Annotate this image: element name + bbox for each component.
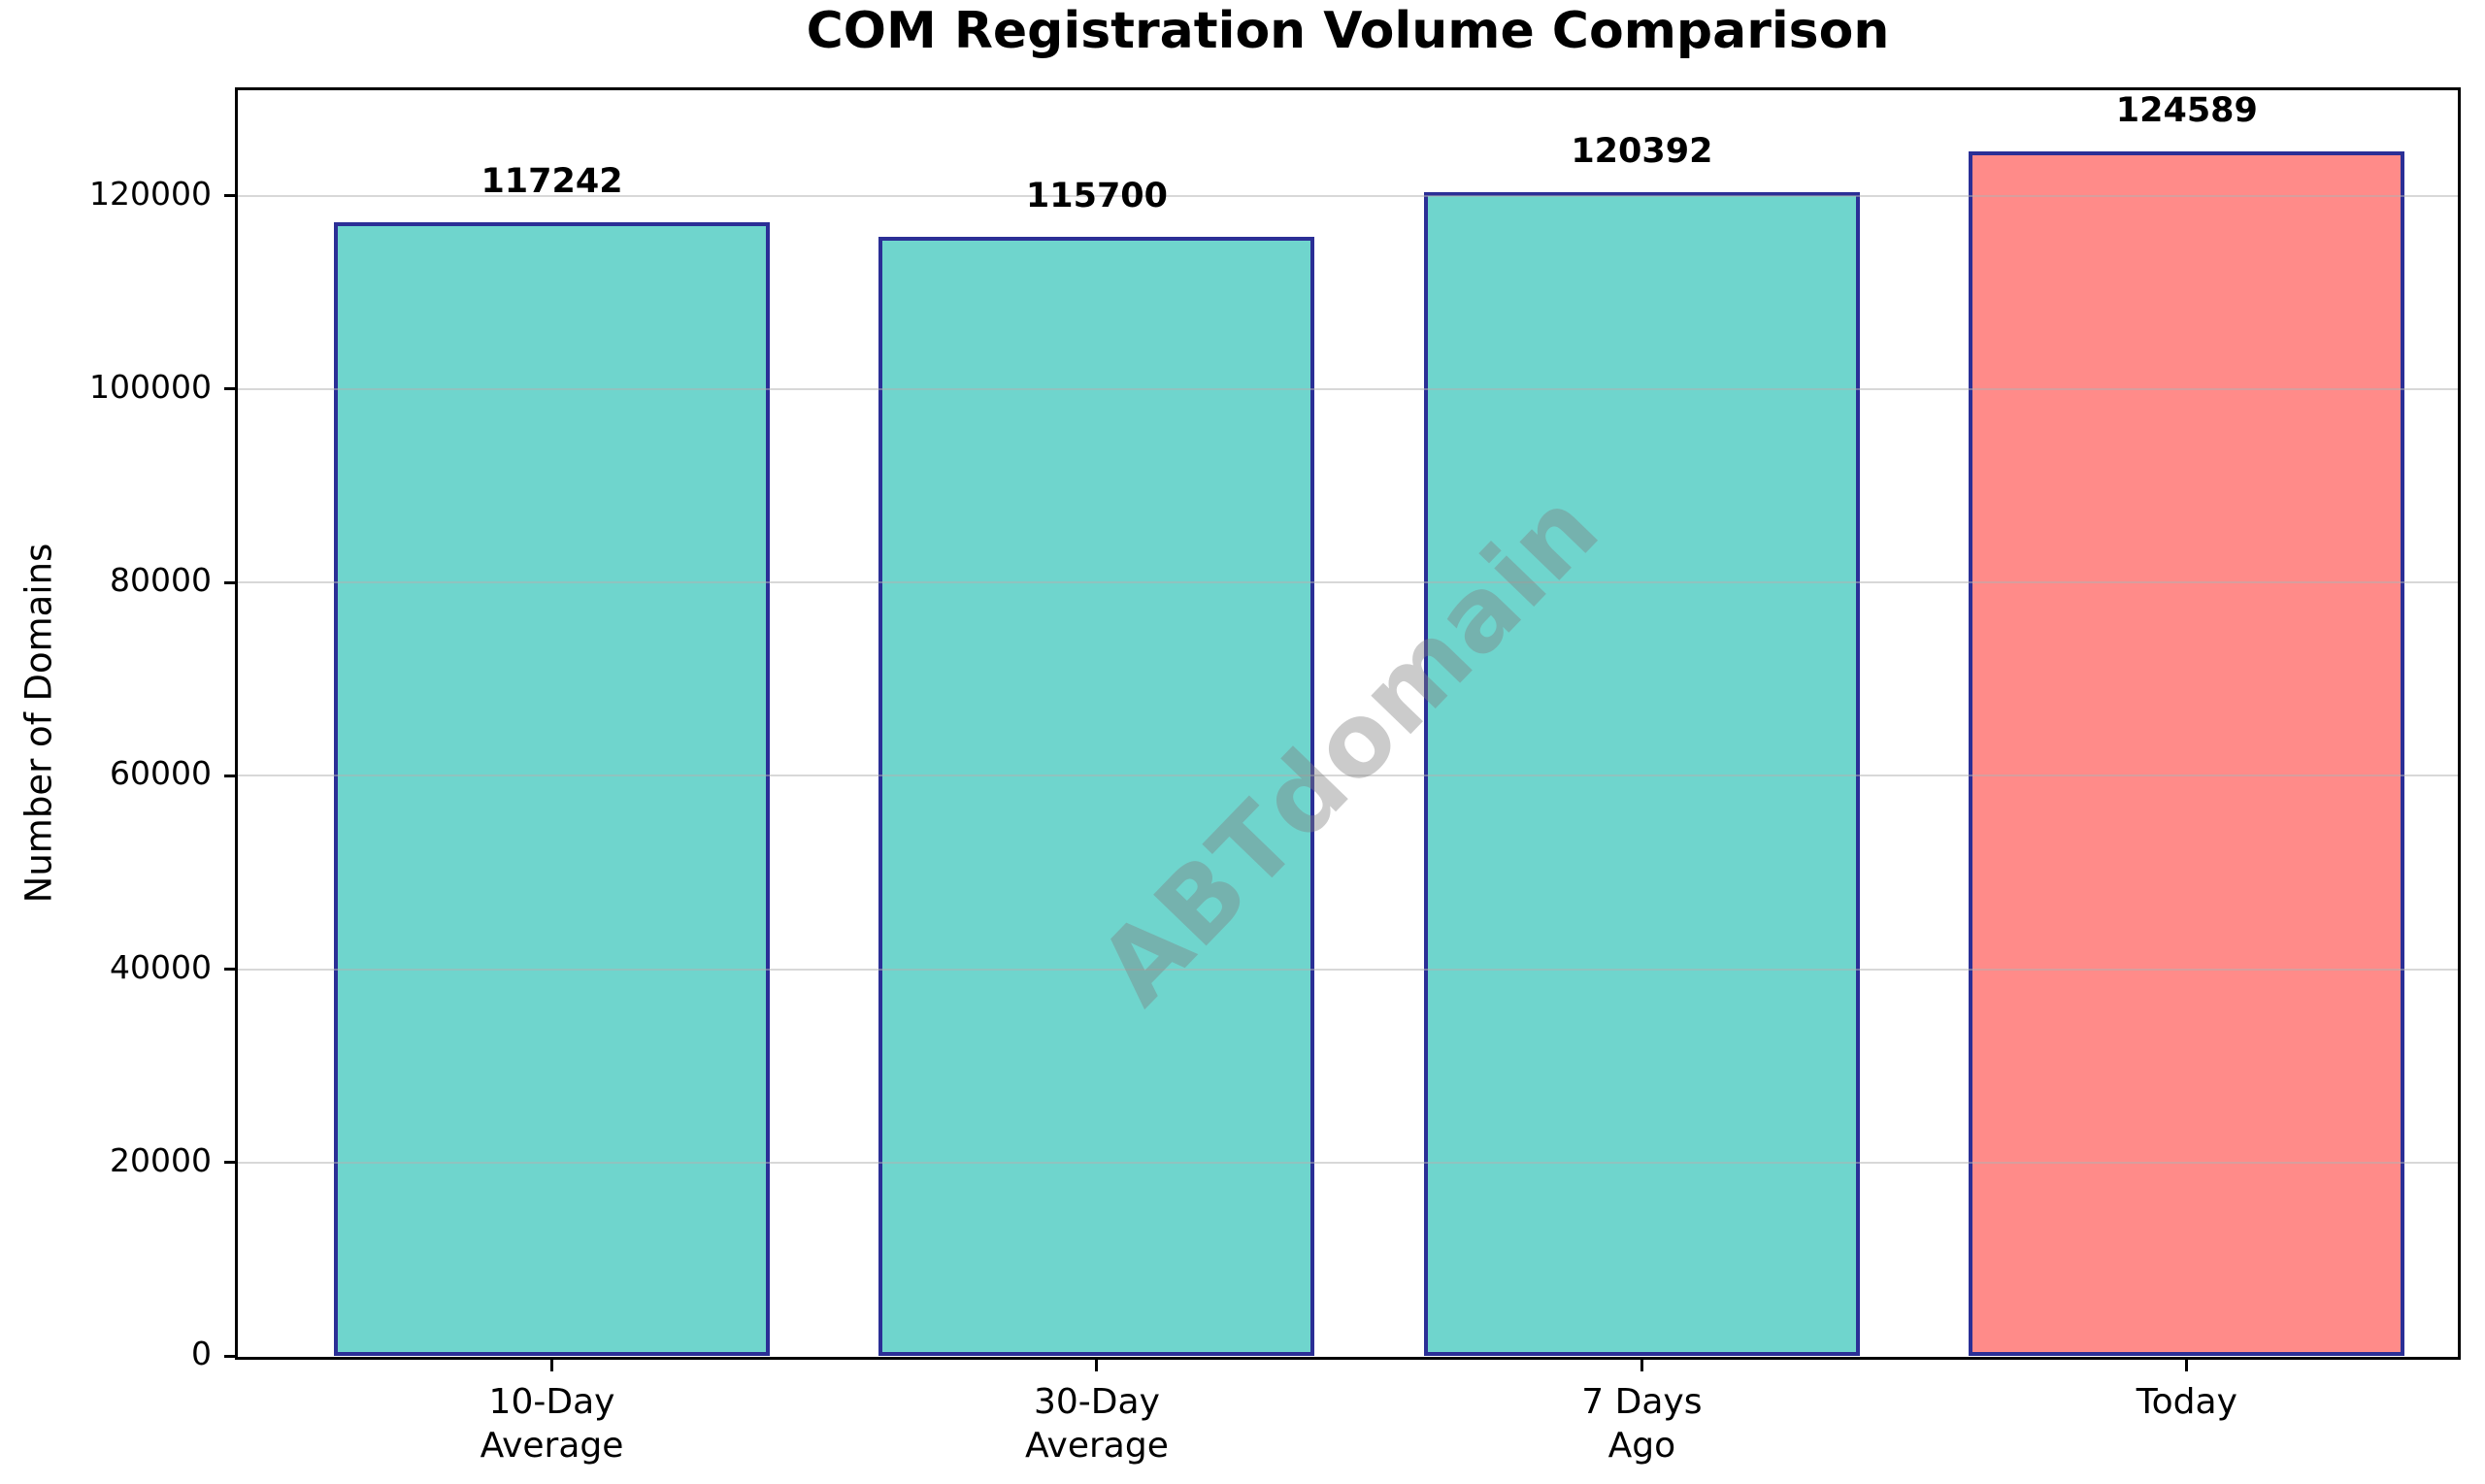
y-tick-label-100000: 100000 <box>89 367 212 406</box>
gridline-20000 <box>237 1161 2459 1164</box>
bar-30-day-average <box>878 237 1315 1356</box>
x-tick-mark-today <box>2185 1359 2189 1371</box>
x-tick-label-today: Today <box>1973 1380 2401 1424</box>
y-tick-label-0: 0 <box>191 1335 212 1372</box>
y-tick-mark-60000 <box>224 774 237 777</box>
x-tick-label-10-day-average: 10-Day Average <box>339 1380 766 1468</box>
chart-title: COM Registration Volume Comparison <box>806 2 1890 60</box>
y-tick-label-80000: 80000 <box>110 561 212 600</box>
bar-today <box>1969 150 2405 1356</box>
y-tick-mark-80000 <box>224 580 237 584</box>
x-tick-label-30-day-average: 30-Day Average <box>883 1380 1310 1468</box>
x-tick-label-line: Today <box>2136 1382 2237 1422</box>
x-tick-mark-7-days-ago <box>1640 1359 1643 1371</box>
gridline-60000 <box>237 775 2459 777</box>
y-tick-mark-120000 <box>224 194 237 198</box>
bar-value-label-7-days-ago: 120392 <box>1571 131 1713 171</box>
x-tick-label-line: Average <box>1025 1426 1169 1466</box>
gridline-120000 <box>237 194 2459 197</box>
x-tick-label-line: 10-Day <box>488 1382 615 1422</box>
bar-10-day-average <box>334 222 770 1356</box>
bar-value-label-30-day-average: 115700 <box>1025 177 1169 216</box>
y-tick-mark-100000 <box>224 387 237 391</box>
y-tick-label-60000: 60000 <box>110 754 212 793</box>
x-tick-label-line: Average <box>480 1426 624 1466</box>
y-tick-label-40000: 40000 <box>110 947 212 986</box>
gridline-100000 <box>237 387 2459 390</box>
x-tick-mark-10-day-average <box>550 1359 553 1371</box>
x-tick-mark-30-day-average <box>1095 1359 1099 1371</box>
gridline-40000 <box>237 968 2459 971</box>
y-tick-mark-20000 <box>224 1161 237 1165</box>
x-tick-label-7-days-ago: 7 Days Ago <box>1428 1380 1855 1468</box>
y-tick-label-120000: 120000 <box>89 174 212 213</box>
y-tick-mark-0 <box>224 1354 237 1358</box>
y-tick-label-20000: 20000 <box>110 1140 212 1179</box>
x-tick-label-line: 7 Days <box>1581 1382 1703 1422</box>
gridline-80000 <box>237 581 2459 584</box>
x-tick-label-line: Ago <box>1607 1426 1676 1466</box>
bar-value-label-10-day-average: 117242 <box>480 162 623 202</box>
bar-value-label-today: 124589 <box>2115 90 2258 130</box>
y-tick-mark-40000 <box>224 968 237 972</box>
x-tick-label-line: 30-Day <box>1034 1382 1160 1422</box>
